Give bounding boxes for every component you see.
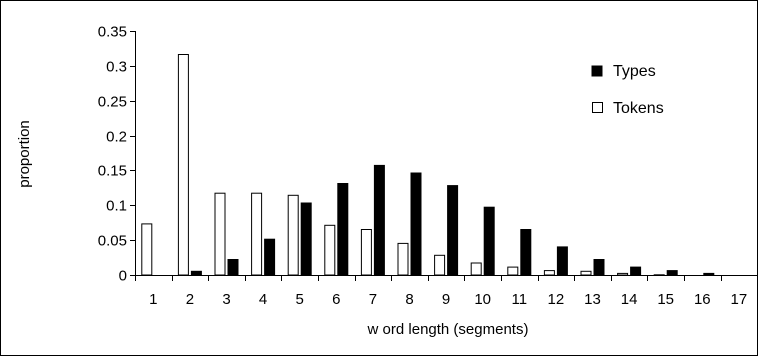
bar-types-3 — [227, 259, 239, 276]
x-tick-label: 13 — [584, 291, 601, 308]
bar-types-8 — [410, 172, 422, 276]
bar-tokens-3 — [214, 192, 226, 276]
x-tick-label: 2 — [186, 291, 194, 308]
x-tick-label: 1 — [149, 291, 157, 308]
bar-types-9 — [447, 185, 459, 276]
x-tick-label: 11 — [512, 291, 528, 308]
x-tick-label: 8 — [405, 291, 413, 308]
bar-tokens-4 — [251, 192, 263, 276]
axes-layer — [130, 31, 758, 281]
bar-types-16 — [703, 272, 715, 276]
bar-tokens-13 — [580, 270, 592, 276]
y-tick-label: 0.1 — [106, 198, 127, 215]
bar-types-4 — [264, 238, 276, 276]
x-tick-label: 7 — [369, 291, 377, 308]
bar-types-14 — [630, 266, 642, 276]
x-tick-label: 6 — [332, 291, 340, 308]
legend-label-tokens: Tokens — [613, 100, 664, 117]
x-tick-label: 10 — [474, 291, 491, 308]
bar-tokens-7 — [360, 229, 372, 276]
legend-item-types: Types — [591, 63, 656, 80]
y-tick-label: 0 — [119, 268, 127, 285]
bar-types-6 — [337, 183, 349, 276]
y-tick-label: 0.05 — [98, 233, 127, 250]
y-tick-label: 0.35 — [98, 24, 127, 41]
bar-tokens-5 — [287, 194, 299, 276]
y-tick-label: 0.2 — [106, 129, 127, 146]
x-tick-label: 14 — [621, 291, 638, 308]
bar-types-2 — [190, 270, 202, 276]
bar-types-13 — [593, 259, 605, 276]
x-tick-label: 17 — [731, 291, 748, 308]
legend: Types Tokens — [591, 63, 664, 117]
bar-tokens-1 — [141, 223, 153, 276]
bar-tokens-8 — [397, 242, 409, 276]
legend-swatch-types — [591, 65, 603, 77]
bar-types-7 — [373, 164, 385, 276]
y-axis-label: proportion — [16, 120, 33, 188]
y-tick-label: 0.25 — [98, 94, 127, 111]
x-axis-label: w ord length (segments) — [367, 321, 529, 338]
bar-tokens-6 — [324, 224, 336, 276]
legend-swatch-tokens — [592, 102, 603, 113]
x-tick-label: 15 — [657, 291, 674, 308]
bar-tokens-9 — [434, 254, 446, 276]
x-tick-label: 9 — [442, 291, 450, 308]
bar-types-11 — [520, 229, 532, 276]
bar-tokens-12 — [543, 270, 555, 276]
x-tick-label: 16 — [694, 291, 711, 308]
legend-item-tokens: Tokens — [592, 100, 664, 117]
bar-tokens-10 — [470, 262, 482, 276]
bar-tokens-2 — [177, 54, 189, 276]
bar-types-12 — [556, 246, 568, 276]
x-tick-label: 4 — [259, 291, 267, 308]
y-tick-label: 0.15 — [98, 163, 127, 180]
bar-tokens-11 — [507, 266, 519, 276]
x-tick-label: 5 — [296, 291, 304, 308]
x-tick-label: 3 — [222, 291, 230, 308]
x-tick-label: 12 — [548, 291, 565, 308]
labels-layer: 00.050.10.150.20.250.30.351 2 3 4 5 6 7 8 9 10 11 1… — [98, 24, 747, 309]
bar-types-15 — [666, 270, 678, 276]
y-tick-label: 0.3 — [106, 59, 127, 76]
bar-types-5 — [300, 202, 312, 276]
bar-tokens-14 — [617, 272, 629, 276]
legend-label-types: Types — [613, 63, 656, 80]
bar-types-10 — [483, 206, 495, 276]
